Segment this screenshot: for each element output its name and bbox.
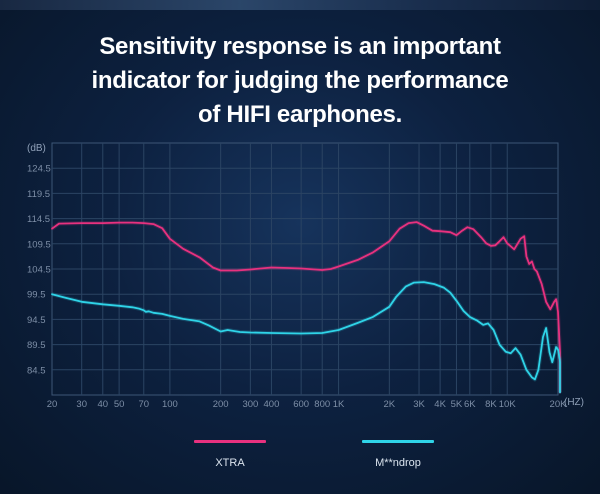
tick-labels: 20 30 40 50 70 100 200 300 400 600 800 1K 2K 3K 4K 5K 6K… bbox=[27, 164, 567, 410]
y-tick-label: 124.5 bbox=[27, 164, 51, 175]
x-tick-label: 10K bbox=[499, 399, 517, 410]
x-tick-label: 1K bbox=[333, 399, 345, 410]
x-tick-label: 4K bbox=[434, 399, 446, 410]
y-tick-label: 109.5 bbox=[27, 239, 51, 250]
y-tick-label: 114.5 bbox=[27, 214, 50, 225]
title-line-2: indicator for judging the performance bbox=[91, 67, 509, 94]
x-tick-label: 400 bbox=[264, 399, 280, 410]
x-tick-label: 600 bbox=[293, 399, 309, 410]
x-tick-label: 20K bbox=[550, 399, 568, 410]
x-tick-label: 70 bbox=[138, 399, 149, 410]
series-glow bbox=[51, 280, 562, 393]
y-tick-label: 99.5 bbox=[27, 290, 46, 301]
x-axis-unit: (HZ) bbox=[564, 397, 584, 408]
x-tick-label: 3K bbox=[413, 399, 425, 410]
x-tick-label: 2K bbox=[384, 399, 396, 410]
y-axis-unit: (dB) bbox=[27, 143, 46, 154]
y-tick-label: 89.5 bbox=[27, 340, 46, 351]
x-tick-label: 6K bbox=[464, 399, 476, 410]
x-tick-label: 20 bbox=[47, 399, 58, 410]
title-line-3: of HIFI earphones. bbox=[198, 101, 402, 128]
x-tick-label: 50 bbox=[114, 399, 125, 410]
x-tick-label: 100 bbox=[162, 399, 178, 410]
header-decoration bbox=[0, 0, 600, 10]
series-line-xtra bbox=[51, 221, 561, 394]
title-line-1: Sensitivity response is an important bbox=[99, 33, 501, 60]
series-line-mndrop bbox=[51, 281, 561, 394]
y-tick-label: 104.5 bbox=[27, 265, 51, 276]
legend-swatch-mndrop bbox=[362, 440, 434, 443]
legend-item-xtra: XTRA bbox=[170, 440, 290, 480]
series-lines bbox=[50, 220, 562, 394]
x-tick-label: 800 bbox=[314, 399, 330, 410]
x-tick-label: 30 bbox=[76, 399, 87, 410]
legend-label-xtra: XTRA bbox=[215, 457, 245, 469]
grid bbox=[52, 143, 558, 395]
x-tick-label: 200 bbox=[213, 399, 229, 410]
page-title: Sensitivity response is an important ind… bbox=[0, 30, 600, 132]
y-tick-label: 119.5 bbox=[27, 189, 50, 200]
x-tick-label: 40 bbox=[97, 399, 108, 410]
y-tick-label: 84.5 bbox=[27, 365, 46, 376]
y-tick-label: 94.5 bbox=[27, 315, 46, 326]
legend-item-mndrop: M**ndrop bbox=[338, 440, 458, 480]
legend-label-mndrop: M**ndrop bbox=[375, 457, 421, 469]
x-tick-label: 5K bbox=[451, 399, 463, 410]
legend-swatch-xtra bbox=[194, 440, 266, 443]
x-tick-label: 300 bbox=[242, 399, 258, 410]
x-tick-label: 8K bbox=[485, 399, 497, 410]
